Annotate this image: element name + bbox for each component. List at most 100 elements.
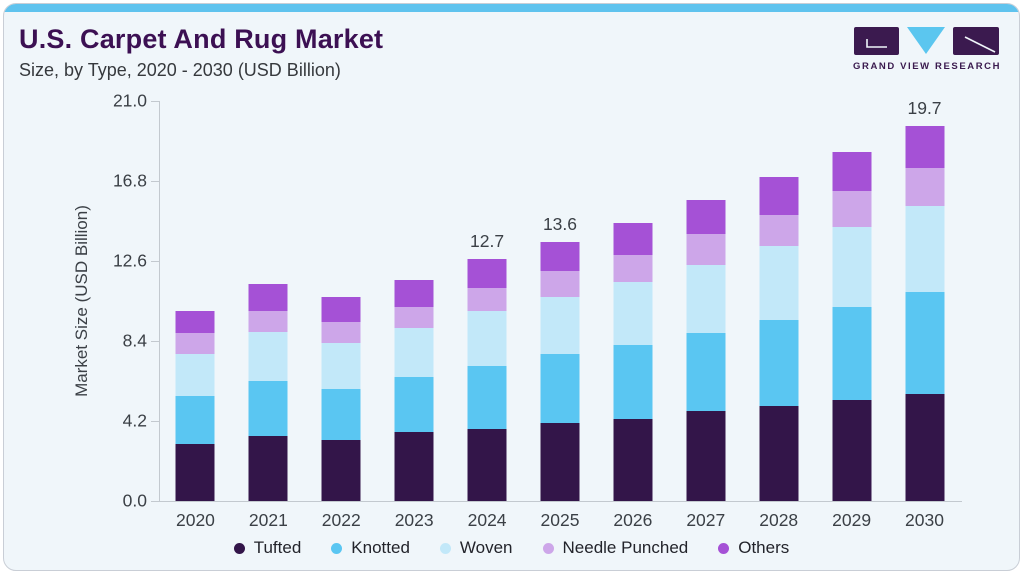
segment-needle-punched-2027 [686,234,726,265]
bar-stack-2028 [759,177,799,501]
segment-tufted-2027 [686,411,726,501]
segment-needle-punched-2030 [905,167,945,206]
segment-tufted-2024 [467,428,507,501]
bar-group-2028: 2028 [742,101,815,530]
bar-group-2021: 2021 [232,101,305,530]
bar-group-2029: 2029 [815,101,888,530]
bar-group-2026: 2026 [596,101,669,530]
x-tick-label-2028: 2028 [759,510,799,530]
brand-logo: GRAND VIEW RESEARCH [853,26,1001,72]
x-tick-label-2030: 2030 [905,510,944,530]
segment-tufted-2030 [905,394,945,501]
x-tick-label-2027: 2027 [686,510,726,530]
segment-needle-punched-2025 [540,270,580,298]
legend-label-needle-punched: Needle Punched [562,538,689,557]
page-subtitle: Size, by Type, 2020 - 2030 (USD Billion) [19,60,341,80]
segment-knotted-2030 [905,291,945,395]
segment-woven-2024 [467,310,507,366]
y-tick-label: 12.6 [112,250,147,271]
legend-label-woven: Woven [459,538,513,557]
y-tick-mark [151,100,159,102]
bar-group-2025: 13.6 2025 [524,101,597,530]
segment-others-2020 [175,310,215,334]
y-tick-mark [151,340,159,342]
segment-others-2021 [248,283,288,311]
segment-others-2029 [832,152,872,191]
bar-stack-2030 [905,125,945,501]
segment-woven-2025 [540,297,580,355]
segment-others-2027 [686,200,726,235]
segment-others-2030 [905,125,945,168]
bar-stack-2021 [248,283,288,501]
legend-label-knotted: Knotted [351,538,410,557]
segment-tufted-2022 [321,440,361,501]
legend-label-others: Others [738,538,790,557]
bar-group-2020: 2020 [159,101,232,530]
x-tick-label-2023: 2023 [394,510,434,530]
legend-item-knotted: Knotted [331,538,410,558]
y-tick-label: 16.8 [112,170,147,191]
segment-needle-punched-2028 [759,215,799,246]
segment-others-2023 [394,280,434,307]
legend-item-woven: Woven [439,538,513,558]
bar-group-2022: 2022 [305,101,378,530]
segment-needle-punched-2029 [832,190,872,227]
legend-dot-tufted-icon [233,542,245,554]
bar-group-2024: 12.7 2024 [451,101,524,530]
accent-strip [4,4,1019,12]
legend-dot-others-icon [718,542,730,554]
segment-knotted-2021 [248,381,288,437]
bar-total-label-2024: 12.7 [470,231,505,252]
y-tick-label: 0.0 [122,490,147,511]
segment-tufted-2025 [540,422,580,501]
legend-dot-knotted-icon [331,542,343,554]
segment-knotted-2024 [467,365,507,429]
legend-label-tufted: Tufted [253,538,302,557]
segment-tufted-2029 [832,400,872,501]
segment-tufted-2023 [394,432,434,501]
segment-knotted-2020 [175,396,215,444]
y-tick-mark [151,420,159,422]
bar-stack-2029 [832,152,872,501]
segment-needle-punched-2021 [248,310,288,332]
segment-others-2022 [321,297,361,322]
segment-tufted-2028 [759,405,799,501]
y-axis-line [159,101,160,502]
legend: Tufted Knotted Woven Needle Punched Others [4,538,1019,558]
segment-knotted-2023 [394,377,434,433]
legend-item-others: Others [718,538,789,558]
segment-woven-2027 [686,264,726,334]
bar-group-2023: 2023 [378,101,451,530]
y-tick-mark [151,180,159,182]
segment-knotted-2022 [321,388,361,441]
y-tick-label: 21.0 [112,90,147,111]
legend-dot-needle-punched-icon [542,542,554,554]
page-title: U.S. Carpet And Rug Market [19,24,384,54]
segment-knotted-2028 [759,320,799,406]
x-tick-label-2020: 2020 [175,510,215,530]
y-tick-label: 4.2 [122,410,147,431]
segment-woven-2026 [613,281,653,345]
bar-stack-2020 [175,310,215,501]
x-tick-label-2022: 2022 [321,510,361,530]
bar-stack-2022 [321,297,361,501]
segment-knotted-2026 [613,344,653,420]
x-tick-label-2025: 2025 [540,510,580,530]
x-axis-line [159,501,962,502]
x-tick-label-2029: 2029 [832,510,872,530]
bar-stack-2027 [686,200,726,501]
gvr-logo-icon [854,27,999,55]
brand-name: GRAND VIEW RESEARCH [853,61,1002,72]
segment-woven-2021 [248,331,288,382]
x-tick-label-2024: 2024 [467,510,507,530]
bar-stack-2024 [467,259,507,501]
segment-woven-2030 [905,205,945,292]
segment-others-2026 [613,222,653,256]
y-tick-mark [151,500,159,502]
segment-knotted-2027 [686,333,726,412]
legend-item-tufted: Tufted [233,538,302,558]
segment-others-2028 [759,177,799,216]
segment-needle-punched-2020 [175,333,215,355]
segment-knotted-2025 [540,354,580,423]
segment-woven-2022 [321,342,361,389]
